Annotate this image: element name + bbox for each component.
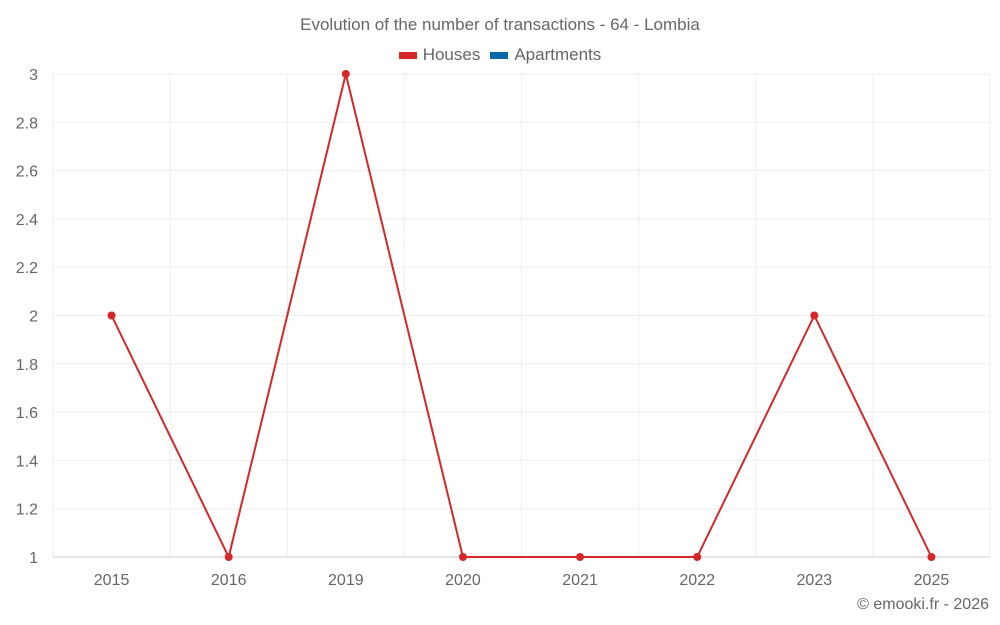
data-point [576,553,585,561]
y-tick-label: 1.8 [16,357,38,374]
data-point [810,311,819,320]
data-point [341,70,350,78]
x-tick-label: 2025 [914,572,950,589]
data-point [458,553,467,561]
series-line-houses [110,73,933,560]
x-tick-label: 2021 [562,572,598,589]
data-point [927,553,936,561]
data-point [224,553,233,561]
x-tick-label: 2015 [94,572,130,589]
y-tick-label: 2 [29,309,38,326]
y-tick-label: 3 [29,67,38,84]
chart-title: Evolution of the number of transactions … [300,15,700,34]
legend-item-houses[interactable]: Houses [398,45,481,65]
y-tick-label: 2.8 [16,115,38,132]
legend-label-houses: Houses [422,45,481,64]
data-point [693,553,702,561]
y-tick-label: 1.2 [16,502,38,519]
x-tick-label: 2016 [211,572,247,589]
y-tick-label: 1.4 [16,453,38,470]
legend-item-apartments[interactable]: Apartments [490,45,601,65]
data-point [107,311,116,320]
x-tick-label: 2020 [445,572,481,589]
y-tick-label: 1.6 [16,405,38,422]
legend-swatch-houses [398,51,417,59]
legend-swatch-apartments [490,51,509,59]
x-tick-label: 2023 [797,572,833,589]
legend: Houses Apartments [0,45,1000,65]
x-tick-label: 2019 [328,572,364,589]
y-tick-label: 2.6 [16,164,38,181]
y-tick-label: 1 [29,550,38,567]
y-tick-label: 2.4 [16,212,38,229]
credit-text: © emooki.fr - 2026 [857,596,989,613]
x-tick-label: 2022 [679,572,715,589]
y-tick-label: 2.2 [16,260,38,277]
legend-label-apartments: Apartments [514,45,602,64]
